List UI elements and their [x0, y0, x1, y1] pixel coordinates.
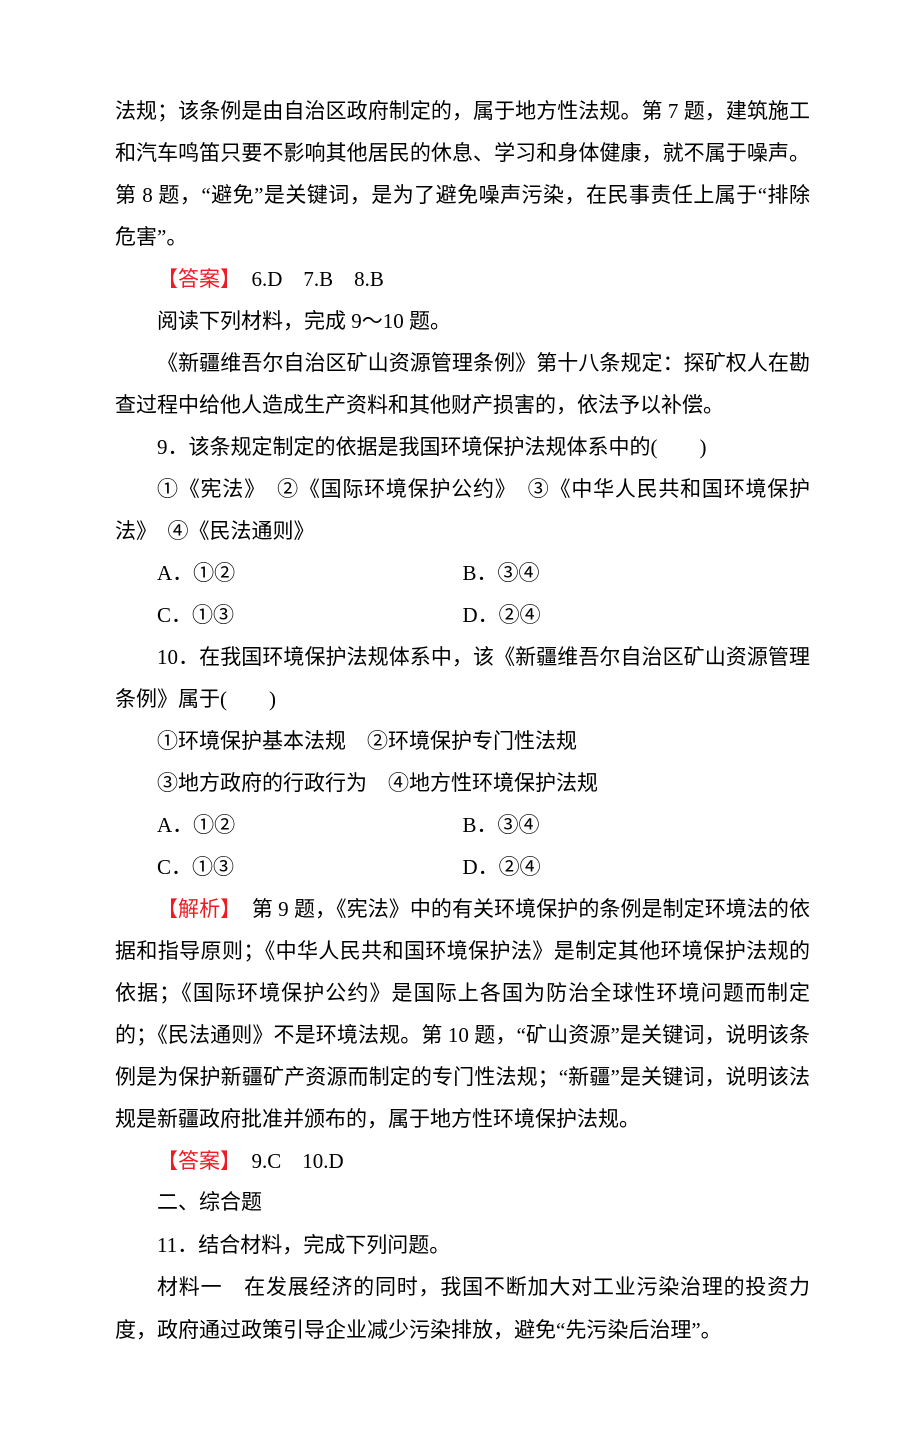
paragraph-continuation: 法规；该条例是由自治区政府制定的，属于地方性法规。第 7 题，建筑施工和汽车鸣笛…	[115, 90, 810, 258]
q10-choices-line-1: ①环境保护基本法规 ②环境保护专门性法规	[115, 720, 810, 762]
q10-options-row-2: C．①③ D．②④	[115, 846, 810, 888]
q9-stem: 9．该条规定制定的依据是我国环境保护法规体系中的( )	[115, 426, 810, 468]
q10-option-d: D．②④	[463, 846, 811, 888]
material-9-10: 《新疆维吾尔自治区矿山资源管理条例》第十八条规定：探矿权人在勘查过程中给他人造成…	[115, 342, 810, 426]
q9-choices-roman: ①《宪法》 ②《国际环境保护公约》 ③《中华人民共和国环境保护法》 ④《民法通则…	[115, 468, 810, 552]
q11-stem: 11．结合材料，完成下列问题。	[115, 1224, 810, 1266]
material-1: 材料一 在发展经济的同时，我国不断加大对工业污染治理的投资力度，政府通过政策引导…	[115, 1266, 810, 1351]
answer-text-2: 9.C 10.D	[231, 1149, 344, 1173]
section-2-heading: 二、综合题	[115, 1182, 810, 1224]
q9-options-row-1: A．①② B．③④	[115, 552, 810, 594]
q10-stem: 10．在我国环境保护法规体系中，该《新疆维吾尔自治区矿山资源管理条例》属于( )	[115, 636, 810, 720]
q9-option-b: B．③④	[463, 552, 811, 594]
q9-option-d: D．②④	[463, 594, 811, 636]
q9-options-row-2: C．①③ D．②④	[115, 594, 810, 636]
q9-option-a: A．①②	[115, 552, 463, 594]
answer-label: 【答案】	[157, 267, 231, 291]
q10-options-row-1: A．①② B．③④	[115, 804, 810, 846]
q10-option-b: B．③④	[463, 804, 811, 846]
answer-block-2: 【答案】 9.C 10.D	[115, 1140, 810, 1182]
q10-option-c: C．①③	[115, 846, 463, 888]
answer-block-1: 【答案】 6.D 7.B 8.B	[115, 258, 810, 300]
instruction-9-10: 阅读下列材料，完成 9～10 题。	[115, 300, 810, 342]
q10-option-a: A．①②	[115, 804, 463, 846]
answer-label-2: 【答案】	[157, 1149, 231, 1173]
analysis-text: 第 9 题，《宪法》中的有关环境保护的条例是制定环境法的依据和指导原则；《中华人…	[115, 897, 810, 1131]
document-page: 法规；该条例是由自治区政府制定的，属于地方性法规。第 7 题，建筑施工和汽车鸣笛…	[0, 0, 920, 1441]
material-1-label: 材料一	[157, 1276, 222, 1299]
q10-choices-line-2: ③地方政府的行政行为 ④地方性环境保护法规	[115, 762, 810, 804]
analysis-label: 【解析】	[157, 897, 231, 921]
q9-option-c: C．①③	[115, 594, 463, 636]
answer-text: 6.D 7.B 8.B	[231, 267, 384, 291]
analysis-block: 【解析】 第 9 题，《宪法》中的有关环境保护的条例是制定环境法的依据和指导原则…	[115, 888, 810, 1140]
